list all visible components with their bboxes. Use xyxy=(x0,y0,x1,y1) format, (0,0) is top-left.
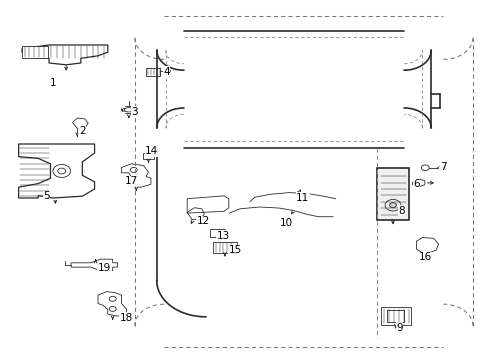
Text: 10: 10 xyxy=(280,218,293,228)
Text: 16: 16 xyxy=(418,252,432,262)
Text: 9: 9 xyxy=(396,323,403,333)
Bar xyxy=(213,242,237,253)
Circle shape xyxy=(390,203,396,208)
Text: 4: 4 xyxy=(163,67,170,77)
Text: 19: 19 xyxy=(98,263,111,273)
Bar xyxy=(387,310,404,322)
Text: 17: 17 xyxy=(124,176,138,186)
Text: 13: 13 xyxy=(216,231,230,241)
Text: 3: 3 xyxy=(131,107,138,117)
Text: 18: 18 xyxy=(120,312,133,323)
Text: 15: 15 xyxy=(228,245,242,255)
Text: 7: 7 xyxy=(440,162,447,172)
Bar xyxy=(377,168,409,220)
Text: 5: 5 xyxy=(43,191,50,201)
Text: 11: 11 xyxy=(296,193,310,203)
Bar xyxy=(146,68,160,76)
Text: 12: 12 xyxy=(196,216,210,226)
Text: 1: 1 xyxy=(49,78,56,88)
Bar xyxy=(210,229,225,237)
Bar xyxy=(22,46,48,58)
Text: 6: 6 xyxy=(413,179,420,189)
Text: 14: 14 xyxy=(145,146,159,156)
Text: 8: 8 xyxy=(398,206,405,216)
Bar xyxy=(143,153,154,159)
Bar xyxy=(381,307,411,325)
Text: 2: 2 xyxy=(79,126,86,136)
